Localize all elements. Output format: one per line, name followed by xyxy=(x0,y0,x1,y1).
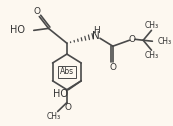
Text: O: O xyxy=(109,64,116,72)
Text: O: O xyxy=(129,35,136,44)
Text: CH₃: CH₃ xyxy=(144,51,158,60)
Text: H: H xyxy=(93,26,100,35)
Text: CH₃: CH₃ xyxy=(158,37,172,46)
Text: HO: HO xyxy=(53,89,69,99)
Text: O: O xyxy=(64,103,71,112)
Text: HO: HO xyxy=(10,25,25,35)
Text: CH₃: CH₃ xyxy=(144,21,158,30)
Text: N: N xyxy=(92,31,100,41)
Text: Abs: Abs xyxy=(60,67,74,76)
Text: O: O xyxy=(34,7,41,16)
FancyBboxPatch shape xyxy=(58,66,76,78)
Text: CH₃: CH₃ xyxy=(47,112,61,121)
